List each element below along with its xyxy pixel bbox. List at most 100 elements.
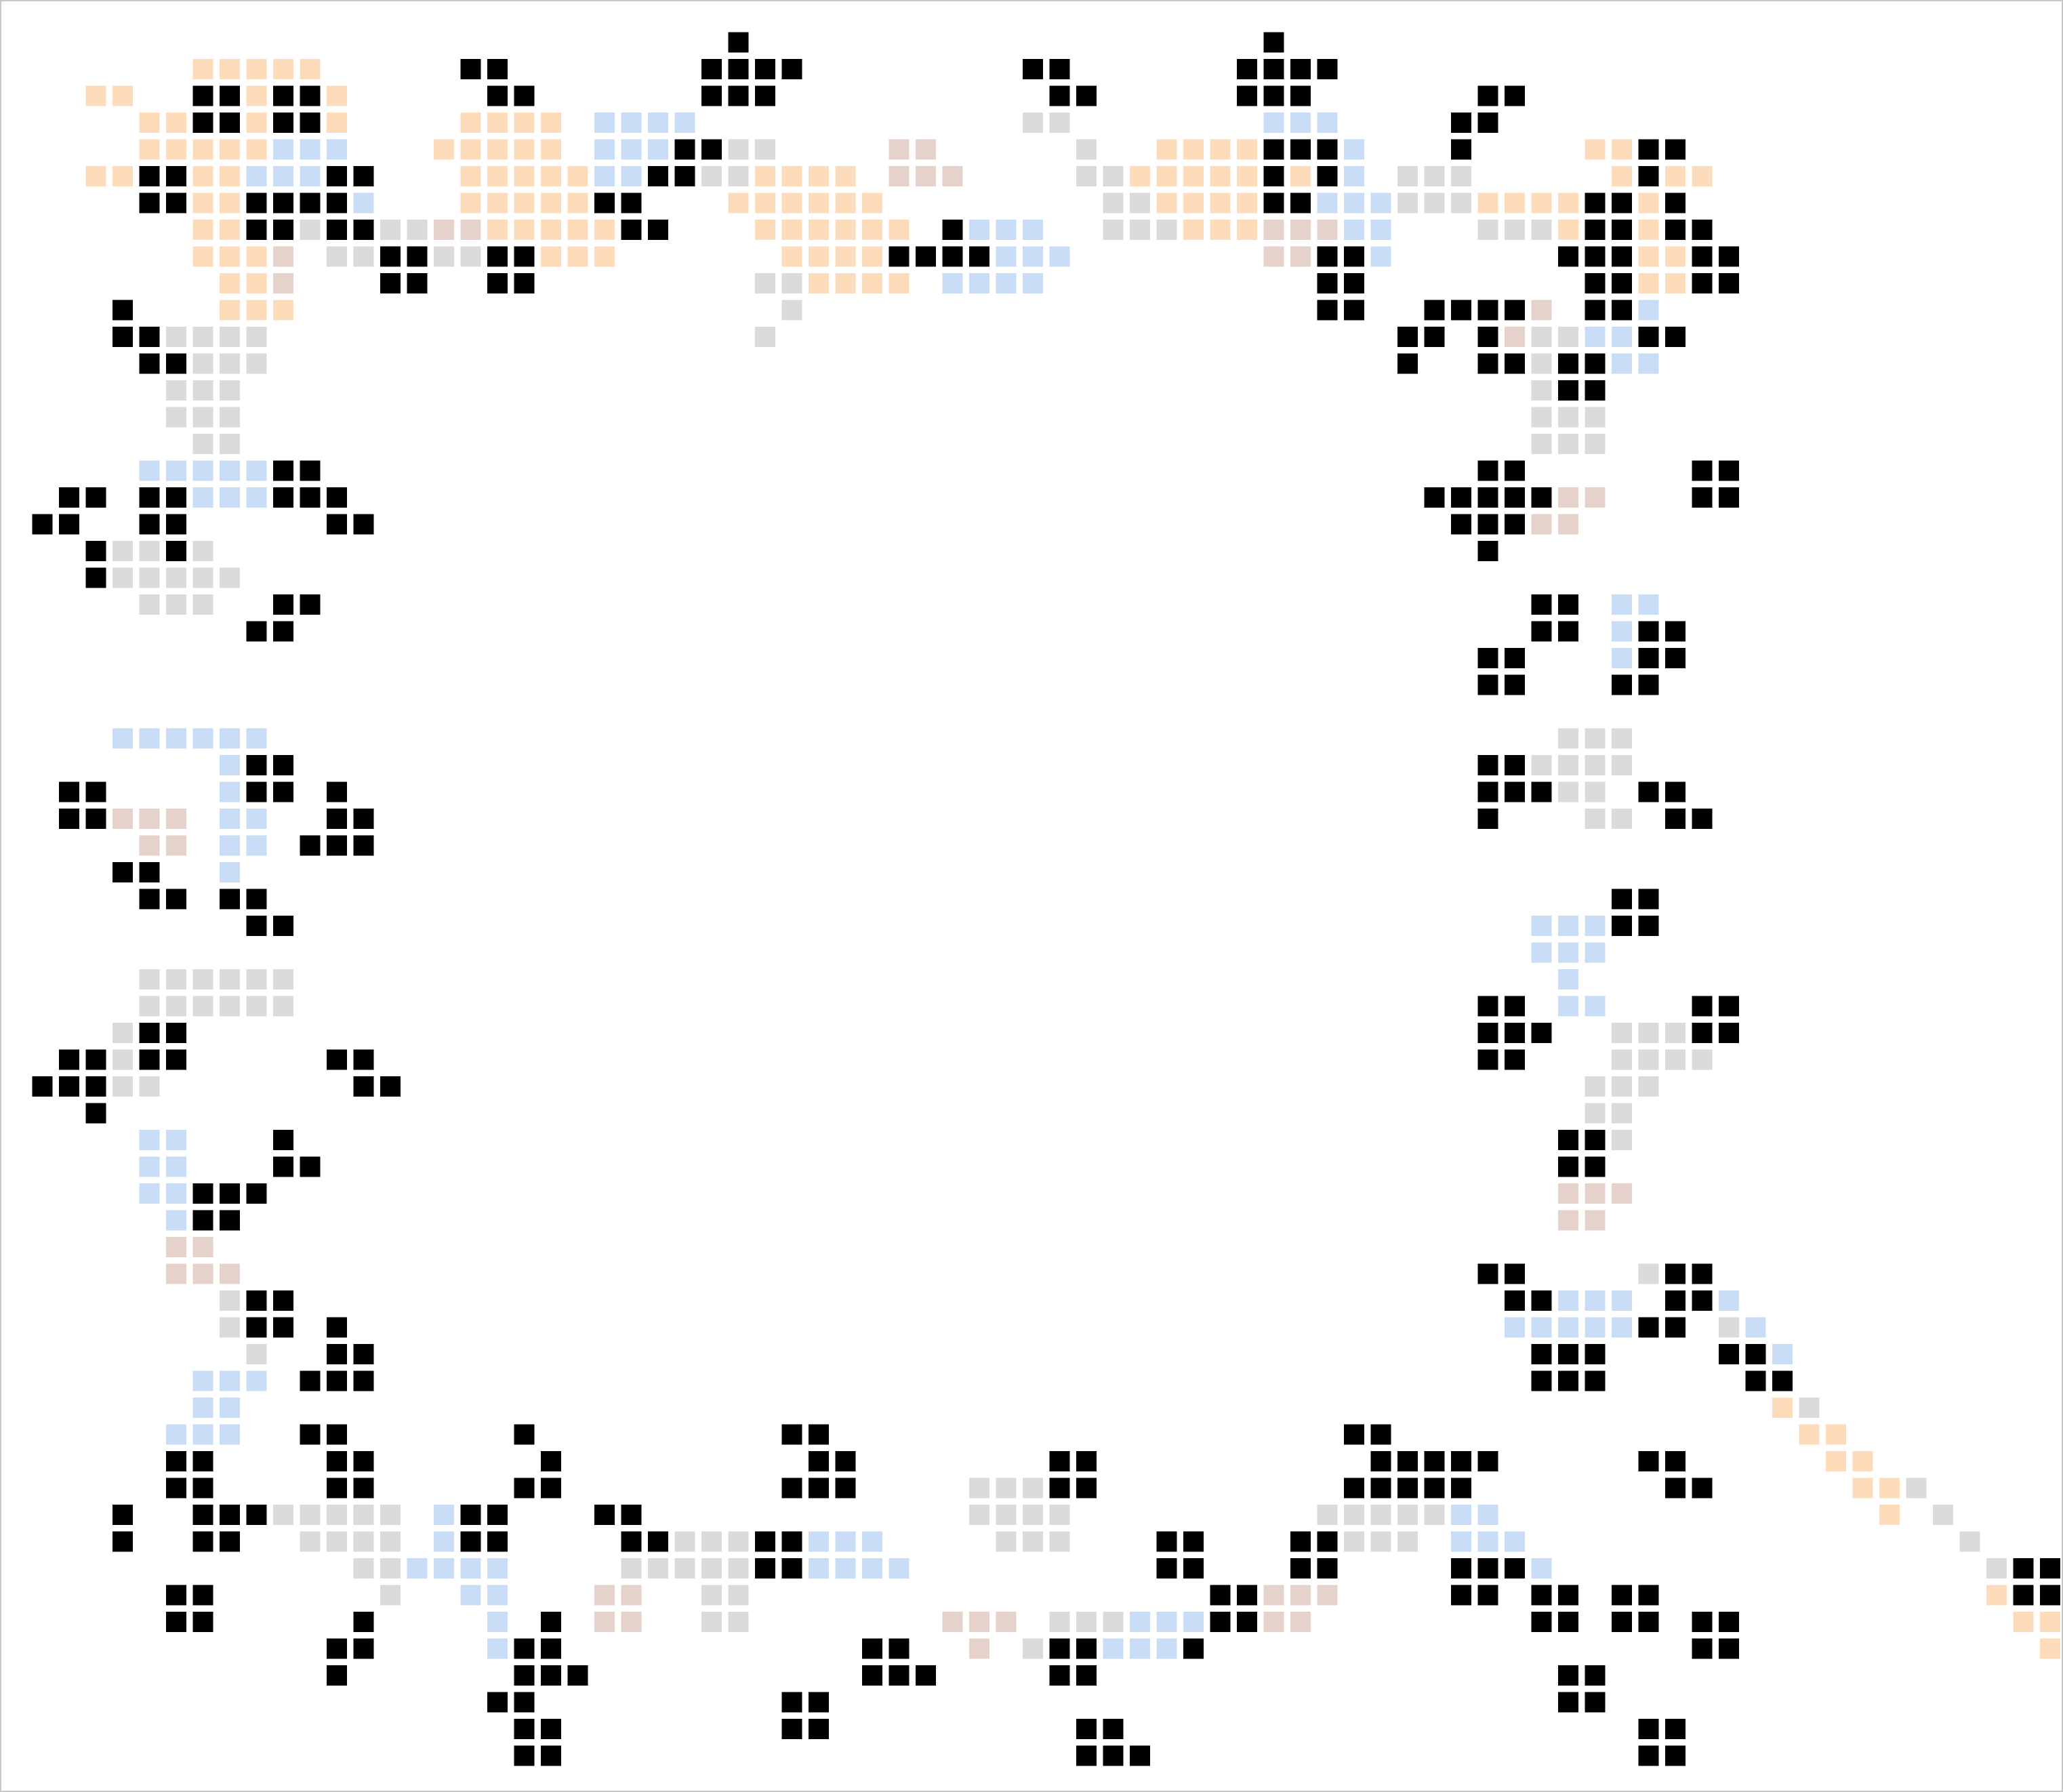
trail-cell-orange[interactable] [1558, 220, 1578, 240]
trail-cell-orange[interactable] [487, 139, 508, 160]
live-cell[interactable] [1638, 139, 1659, 160]
trail-cell-orange[interactable] [1505, 192, 1525, 213]
live-cell[interactable] [1317, 1531, 1338, 1552]
live-cell[interactable] [273, 781, 293, 802]
trail-cell-gray[interactable] [139, 541, 160, 561]
live-cell[interactable] [85, 541, 106, 561]
trail-cell-gray[interactable] [1424, 192, 1445, 213]
trail-cell-orange[interactable] [781, 192, 802, 213]
live-cell[interactable] [1665, 1451, 1686, 1471]
trail-cell-gray[interactable] [246, 327, 267, 347]
trail-cell-gray[interactable] [246, 969, 267, 990]
live-cell[interactable] [1505, 487, 1525, 508]
trail-cell-orange[interactable] [1210, 139, 1231, 160]
trail-cell-gray[interactable] [674, 1558, 695, 1579]
live-cell[interactable] [166, 889, 186, 910]
live-cell[interactable] [728, 59, 749, 79]
live-cell[interactable] [327, 1344, 347, 1364]
trail-cell-taupe[interactable] [460, 220, 481, 240]
live-cell[interactable] [1290, 59, 1311, 79]
trail-cell-gray[interactable] [220, 380, 240, 401]
live-cell[interactable] [1692, 809, 1713, 829]
trail-cell-blue[interactable] [139, 1183, 160, 1204]
trail-cell-taupe[interactable] [1585, 1210, 1606, 1231]
trail-cell-blue[interactable] [1612, 353, 1632, 374]
trail-cell-taupe[interactable] [594, 1585, 615, 1606]
trail-cell-blue[interactable] [1505, 1531, 1525, 1552]
trail-cell-gray[interactable] [1959, 1531, 1980, 1552]
live-cell[interactable] [139, 862, 160, 882]
trail-cell-gray[interactable] [1397, 1531, 1418, 1552]
live-cell[interactable] [85, 1103, 106, 1124]
trail-cell-gray[interactable] [1049, 1531, 1070, 1552]
trail-cell-gray[interactable] [192, 327, 213, 347]
trail-cell-gray[interactable] [701, 1531, 722, 1552]
trail-cell-orange[interactable] [1852, 1478, 1873, 1499]
trail-cell-orange[interactable] [835, 220, 856, 240]
trail-cell-gray[interactable] [1049, 1612, 1070, 1632]
trail-cell-gray[interactable] [1531, 407, 1552, 428]
trail-cell-gray[interactable] [327, 246, 347, 267]
trail-cell-taupe[interactable] [1531, 514, 1552, 535]
live-cell[interactable] [1477, 1451, 1498, 1471]
live-cell[interactable] [1558, 353, 1578, 374]
trail-cell-orange[interactable] [541, 192, 561, 213]
live-cell[interactable] [1585, 300, 1606, 321]
live-cell[interactable] [1370, 1451, 1391, 1471]
trail-cell-blue[interactable] [1638, 353, 1659, 374]
live-cell[interactable] [192, 1531, 213, 1552]
trail-cell-orange[interactable] [1665, 166, 1686, 186]
trail-cell-gray[interactable] [1424, 166, 1445, 186]
trail-cell-orange[interactable] [514, 139, 535, 160]
trail-cell-orange[interactable] [809, 220, 829, 240]
trail-cell-blue[interactable] [942, 273, 963, 293]
trail-cell-blue[interactable] [1263, 113, 1284, 133]
live-cell[interactable] [541, 1719, 561, 1739]
live-cell[interactable] [514, 246, 535, 267]
live-cell[interactable] [487, 273, 508, 293]
trail-cell-orange[interactable] [541, 220, 561, 240]
live-cell[interactable] [1558, 1156, 1578, 1177]
live-cell[interactable] [353, 514, 374, 535]
live-cell[interactable] [166, 1023, 186, 1043]
live-cell[interactable] [1585, 192, 1606, 213]
live-cell[interactable] [2040, 1585, 2060, 1606]
trail-cell-orange[interactable] [113, 85, 133, 106]
trail-cell-orange[interactable] [1692, 166, 1713, 186]
trail-cell-orange[interactable] [1826, 1424, 1846, 1445]
trail-cell-orange[interactable] [139, 113, 160, 133]
live-cell[interactable] [1477, 541, 1498, 561]
trail-cell-blue[interactable] [300, 166, 321, 186]
trail-cell-orange[interactable] [460, 139, 481, 160]
trail-cell-taupe[interactable] [273, 246, 293, 267]
trail-cell-orange[interactable] [220, 166, 240, 186]
live-cell[interactable] [1505, 1290, 1525, 1311]
trail-cell-gray[interactable] [728, 166, 749, 186]
trail-cell-orange[interactable] [113, 166, 133, 186]
live-cell[interactable] [1370, 1478, 1391, 1499]
trail-cell-blue[interactable] [888, 1558, 910, 1579]
live-cell[interactable] [273, 1130, 293, 1150]
trail-cell-blue[interactable] [246, 460, 267, 481]
trail-cell-orange[interactable] [888, 273, 910, 293]
live-cell[interactable] [1049, 1451, 1070, 1471]
trail-cell-blue[interactable] [220, 1424, 240, 1445]
live-cell[interactable] [1638, 648, 1659, 668]
live-cell[interactable] [1665, 648, 1686, 668]
live-cell[interactable] [327, 192, 347, 213]
live-cell[interactable] [85, 567, 106, 588]
live-cell[interactable] [166, 1451, 186, 1471]
live-cell[interactable] [353, 1638, 374, 1659]
trail-cell-blue[interactable] [1451, 1505, 1471, 1525]
live-cell[interactable] [514, 1665, 535, 1686]
live-cell[interactable] [1665, 1745, 1686, 1766]
live-cell[interactable] [1612, 889, 1632, 910]
trail-cell-orange[interactable] [594, 246, 615, 267]
live-cell[interactable] [648, 1531, 668, 1552]
trail-cell-gray[interactable] [1531, 755, 1552, 775]
live-cell[interactable] [514, 1638, 535, 1659]
trail-cell-gray[interactable] [1477, 220, 1498, 240]
live-cell[interactable] [1505, 1023, 1525, 1043]
live-cell[interactable] [942, 220, 963, 240]
